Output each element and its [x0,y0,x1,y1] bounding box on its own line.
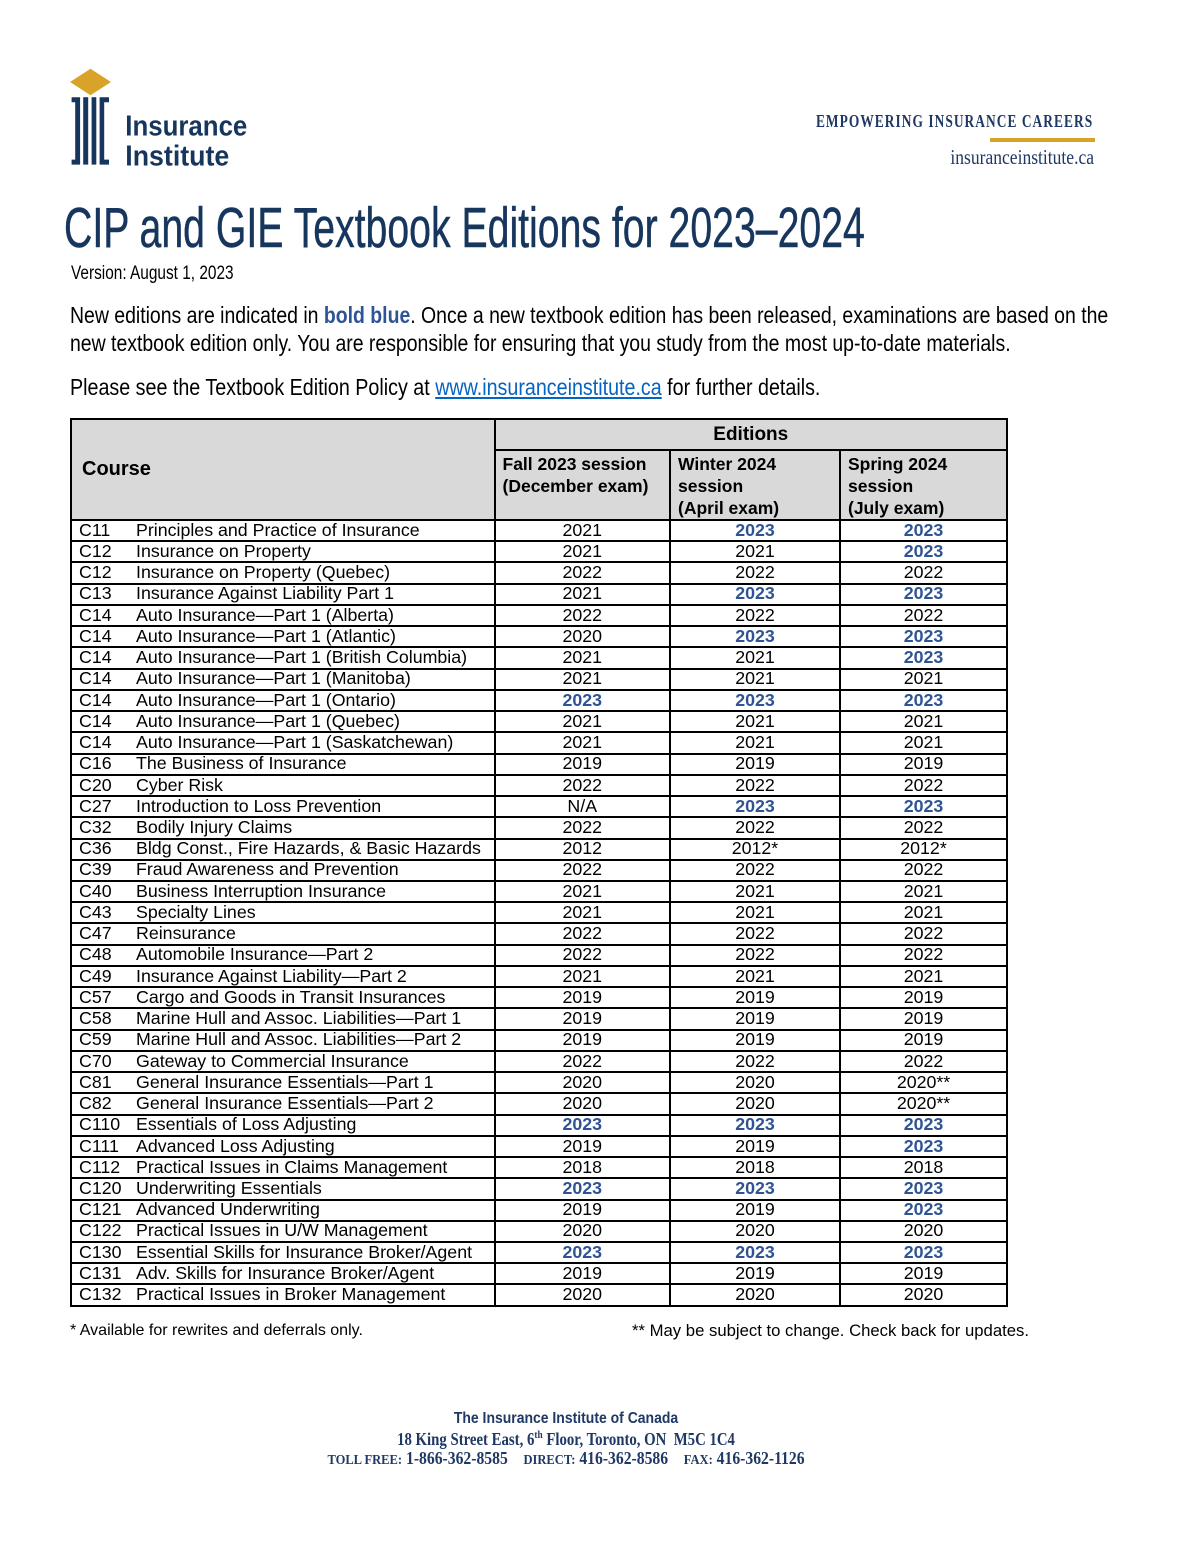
svg-text:Insurance: Insurance [125,110,247,142]
svg-text:Institute: Institute [125,140,229,172]
